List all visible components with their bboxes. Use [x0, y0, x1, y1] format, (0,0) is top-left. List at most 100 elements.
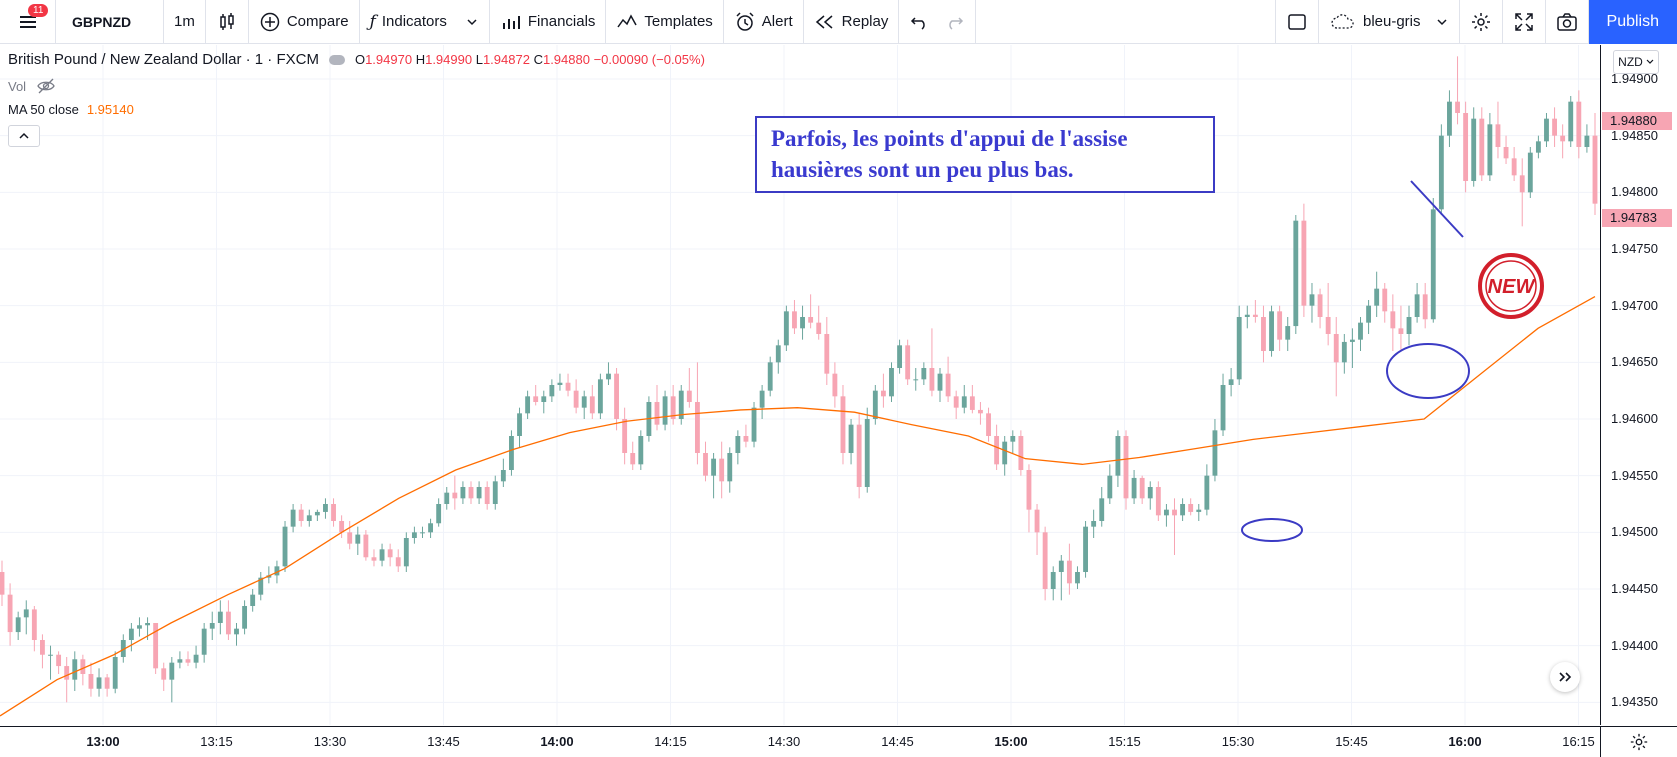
candle-body	[484, 487, 490, 504]
candle-body	[525, 396, 531, 414]
candle-body	[509, 436, 514, 470]
time-axis[interactable]: 13:00 13:15 13:30 13:45 14:00 14:15 14:30 14:45…	[0, 726, 1600, 757]
candle-body	[1155, 487, 1161, 516]
candle-body	[1430, 209, 1436, 320]
chart-pane[interactable]: British Pound / New Zealand Dollar · 1 ·…	[0, 45, 1600, 725]
double-chevron-right-icon	[1559, 672, 1572, 682]
volume-label[interactable]: Vol	[8, 78, 27, 94]
main-menu-button[interactable]: 11	[0, 0, 56, 44]
time-label: 16:15	[1562, 734, 1595, 749]
candle-body	[23, 609, 29, 618]
layout-name-button[interactable]: bleu-gris	[1319, 0, 1460, 44]
candle-body	[145, 623, 150, 626]
candle-body	[476, 487, 482, 499]
ma-label: MA 50 close	[8, 102, 79, 117]
new-label: NEW	[1488, 276, 1537, 298]
currency-selector[interactable]: NZD	[1613, 50, 1659, 74]
publish-button[interactable]: Publish	[1588, 0, 1677, 44]
candle-body	[800, 317, 805, 329]
candle-body	[1252, 314, 1258, 317]
candle-body	[1527, 152, 1533, 193]
ma-value: 1.95140	[86, 102, 134, 117]
chevron-up-icon	[19, 132, 29, 139]
candle-body	[1002, 441, 1008, 465]
candle-body	[1180, 504, 1186, 516]
candle-body	[1366, 305, 1372, 323]
candle-body	[1398, 328, 1404, 334]
axis-settings-button[interactable]	[1600, 726, 1677, 757]
candle-body	[1236, 317, 1242, 380]
indicators-button[interactable]: ƒ Indicators	[360, 0, 490, 44]
snapshot-button[interactable]	[1546, 0, 1589, 44]
candle-body	[678, 390, 684, 419]
candle-body	[88, 674, 94, 689]
candle-body	[994, 436, 1000, 465]
candle-body	[169, 662, 175, 680]
layout-select-button[interactable]	[1274, 0, 1319, 44]
candle-body	[719, 458, 725, 482]
eye-hidden-icon[interactable]	[36, 78, 56, 94]
candle-body	[1390, 311, 1396, 329]
candle-body	[662, 396, 668, 425]
candle-body	[1535, 141, 1541, 153]
candle-body	[0, 572, 5, 595]
symbol-title[interactable]: British Pound / New Zealand Dollar · 1 ·…	[8, 51, 319, 68]
ma-legend[interactable]: MA 50 close 1.95140	[8, 102, 134, 117]
annotation-line-1: Parfois, les points d'appui de l'assise	[771, 126, 1128, 151]
price-axis[interactable]: NZD 1.94880 1.94783 1.94900 1.94850 1.9480…	[1600, 45, 1677, 725]
redo-icon[interactable]	[943, 11, 965, 33]
candle-body	[1463, 113, 1469, 181]
price-label: 1.94750	[1611, 241, 1658, 256]
candle-body	[533, 396, 539, 402]
price-label: 1.94800	[1611, 184, 1658, 200]
candle-body	[581, 396, 587, 408]
settings-button[interactable]	[1460, 0, 1503, 44]
candle-body	[363, 534, 369, 558]
annotation-text-box[interactable]: Parfois, les points d'appui de l'assise …	[755, 116, 1215, 193]
candle-body	[897, 345, 903, 368]
price-label: 1.94400	[1611, 637, 1658, 653]
chart-type-button[interactable]	[206, 0, 249, 44]
fullscreen-button[interactable]	[1503, 0, 1546, 44]
candle-body	[1560, 135, 1566, 142]
candle-body	[1317, 294, 1323, 317]
alert-button[interactable]: Alert	[724, 0, 804, 44]
time-label: 15:30	[1221, 734, 1255, 749]
price-label: 1.94700	[1611, 297, 1658, 313]
last-price-tag: 1.94880	[1602, 112, 1672, 130]
time-label: 14:45	[881, 734, 914, 749]
candle-body	[1447, 101, 1452, 136]
candle-body	[978, 409, 983, 414]
price-label: 1.94450	[1611, 581, 1658, 596]
candle-body	[1503, 147, 1509, 159]
candle-body	[1066, 560, 1072, 584]
candle-body	[1188, 504, 1194, 512]
candle-body	[1301, 220, 1307, 306]
candle-body	[217, 611, 223, 623]
candle-body	[225, 611, 231, 635]
candle-body	[1204, 475, 1210, 510]
fullscreen-icon	[1514, 12, 1533, 31]
time-label: 15:15	[1108, 734, 1141, 749]
chevron-down-icon	[1646, 59, 1654, 64]
candle-body	[808, 317, 814, 323]
candle-body	[15, 617, 21, 633]
price-chart[interactable]	[0, 45, 1600, 725]
candle-body	[112, 657, 118, 689]
candle-body	[436, 504, 442, 524]
candle-body	[1220, 385, 1226, 431]
candle-body	[193, 654, 199, 663]
financials-button[interactable]: Financials	[490, 0, 607, 44]
collapse-legend-button[interactable]	[8, 125, 40, 147]
market-status-icon	[328, 54, 345, 65]
candle-body	[921, 368, 927, 380]
scroll-to-realtime-button[interactable]	[1550, 662, 1580, 692]
templates-button[interactable]: Templates	[606, 0, 724, 44]
compare-button[interactable]: Compare	[249, 0, 360, 44]
undo-icon[interactable]	[909, 11, 931, 33]
candle-body	[452, 492, 458, 499]
interval-button[interactable]: 1m	[164, 0, 206, 44]
symbol-search-button[interactable]: GBPNZD	[56, 0, 164, 44]
replay-button[interactable]: Replay	[804, 0, 900, 44]
candle-body	[694, 402, 700, 453]
